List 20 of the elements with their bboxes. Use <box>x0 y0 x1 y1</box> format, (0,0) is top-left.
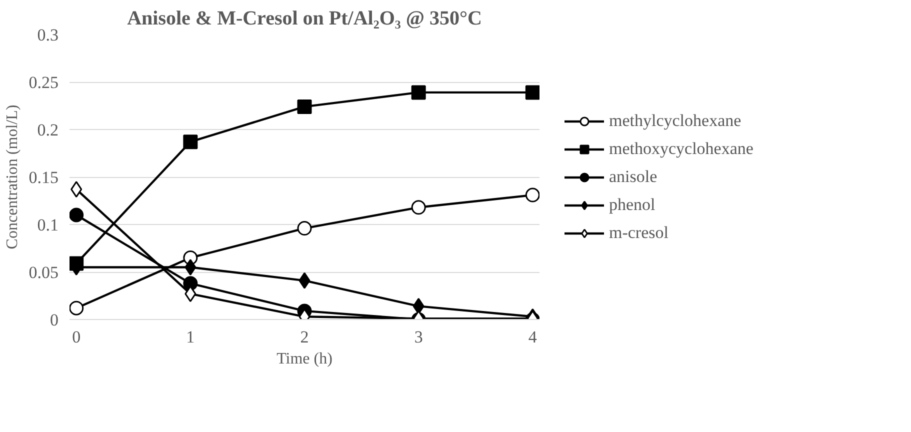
y-tick-label: 0.15 <box>28 168 58 187</box>
y-tick-label: 0.3 <box>37 26 58 44</box>
legend-label: m-cresol <box>609 222 668 242</box>
y-tick-label: 0 <box>50 310 58 330</box>
y-tick-label: 0.1 <box>37 216 58 234</box>
legend-label: phenol <box>609 194 656 214</box>
y-axis-title: Concentration (mol/L) <box>4 104 21 250</box>
x-tick-label: 0 <box>72 328 81 346</box>
x-tick-label: 4 <box>528 328 538 346</box>
legend-label: methylcyclohexane <box>609 110 742 130</box>
x-axis-title: Time (h) <box>276 350 332 368</box>
x-tick-label: 2 <box>300 328 309 346</box>
legend-label: methoxycyclohexane <box>609 138 754 158</box>
x-tick-label: 1 <box>186 328 195 346</box>
y-tick-label: 0.25 <box>28 73 58 92</box>
chart-title: Anisole & M-Cresol on Pt/Al₂O₃ @ 350°C <box>127 8 482 30</box>
y-tick-label: 0.05 <box>28 263 58 282</box>
legend-label: anisole <box>609 166 658 186</box>
y-tick-label: 0.2 <box>37 120 58 140</box>
x-tick-label: 3 <box>414 328 423 346</box>
